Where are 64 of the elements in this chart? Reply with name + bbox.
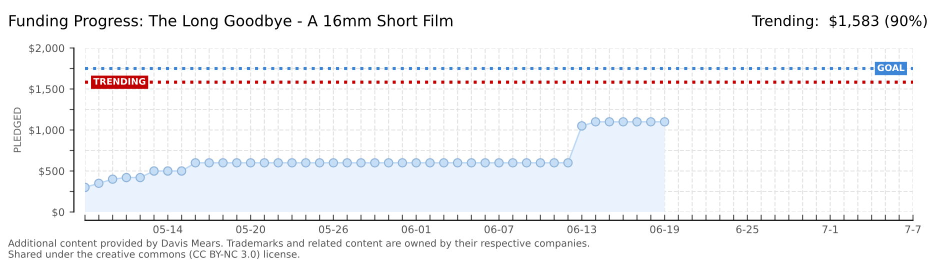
point xyxy=(522,158,532,168)
point xyxy=(108,174,118,184)
y-tick-label: $2,000 xyxy=(29,44,64,54)
y-tick-label: $1,000 xyxy=(29,126,64,136)
point xyxy=(494,158,504,168)
point xyxy=(604,117,614,127)
point xyxy=(314,158,324,168)
y-tick-label: $1,500 xyxy=(29,85,64,94)
point xyxy=(549,158,559,168)
point xyxy=(273,158,283,168)
x-tick-label: 05-20 xyxy=(236,225,266,234)
x-tick-label: 05-14 xyxy=(153,225,182,234)
point xyxy=(149,166,159,176)
point xyxy=(646,117,656,127)
point xyxy=(301,158,311,168)
point xyxy=(287,158,297,168)
point xyxy=(370,158,380,168)
point xyxy=(122,172,132,182)
point xyxy=(356,158,366,168)
point xyxy=(218,158,228,168)
point xyxy=(452,158,462,168)
x-tick-label: 06-13 xyxy=(567,225,596,234)
y-axis-title: PLEDGED xyxy=(14,108,21,152)
point xyxy=(508,158,518,168)
y-tick-label: $0 xyxy=(52,208,64,218)
point xyxy=(328,158,338,168)
chart-subtitle: Trending: $1,583 (90%) xyxy=(752,14,927,30)
x-tick-label: 7-7 xyxy=(905,226,921,234)
point xyxy=(342,158,352,168)
point xyxy=(618,117,628,127)
point xyxy=(632,117,642,127)
point xyxy=(536,158,546,168)
point xyxy=(577,121,587,131)
point xyxy=(232,158,242,168)
point xyxy=(260,158,270,168)
x-tick-label: 06-01 xyxy=(402,225,430,234)
point xyxy=(411,158,421,168)
x-tick-label: 06-19 xyxy=(650,225,679,234)
point xyxy=(398,158,408,168)
x-tick-label: 7-1 xyxy=(822,226,838,234)
point xyxy=(94,178,104,188)
x-tick-label: 05-26 xyxy=(318,225,348,234)
point xyxy=(135,172,145,182)
ref-line-label: TRENDING xyxy=(93,78,146,85)
point xyxy=(163,166,173,176)
y-tick-label: $500 xyxy=(39,167,64,176)
point xyxy=(660,117,670,127)
chart-title: Funding Progress: The Long Goodbye - A 16mm Short Film xyxy=(10,14,452,30)
point xyxy=(246,158,256,168)
point xyxy=(425,158,435,168)
point xyxy=(590,117,600,127)
point xyxy=(466,158,476,168)
ref-line-label: GOAL xyxy=(878,64,904,72)
text: Additional content provided by Davis Mears. Trademarks and related content are owned by their respective companies. xyxy=(8,239,589,249)
x-tick-label: 06-07 xyxy=(484,225,514,234)
point xyxy=(480,158,490,168)
point xyxy=(204,158,214,168)
point xyxy=(439,158,449,168)
point xyxy=(384,158,394,168)
text: Shared under the creative commons (CC BY-NC 3.0) license. xyxy=(8,250,300,259)
point xyxy=(176,166,186,176)
point xyxy=(563,158,573,168)
point xyxy=(190,158,200,168)
x-tick-label: 6-25 xyxy=(736,225,758,234)
